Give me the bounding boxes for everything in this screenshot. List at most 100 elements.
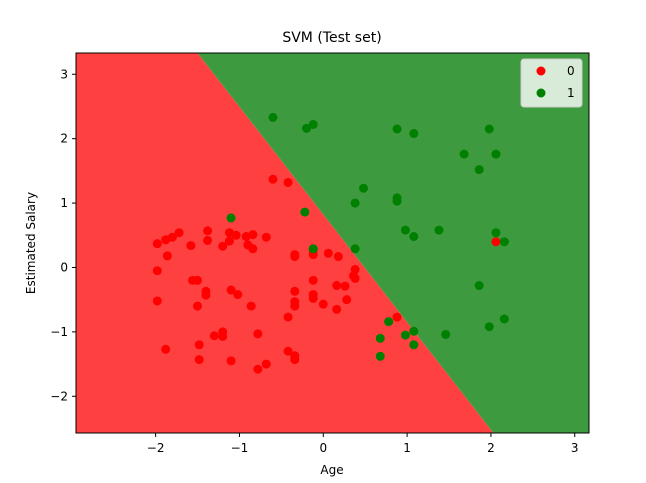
point-class-0 [283,177,293,187]
point-class-1 [350,198,360,208]
y-tick-label: 3 [60,67,68,81]
point-class-0 [162,251,172,261]
legend-box [520,58,583,108]
point-class-0 [253,329,263,339]
point-class-0 [290,250,300,260]
point-class-1 [268,112,278,122]
point-class-1 [409,340,419,350]
point-class-1 [491,149,501,159]
point-class-0 [308,293,318,303]
point-class-1 [300,207,310,217]
point-class-0 [283,346,293,356]
point-class-1 [226,213,236,223]
plot-frame [75,52,590,434]
legend-label-1: 1 [567,86,575,100]
point-class-0 [233,290,243,300]
decision-region-class-0 [76,53,494,433]
point-class-1 [491,228,501,238]
point-class-0 [209,331,219,341]
point-class-1 [474,281,484,291]
point-class-1 [499,314,509,324]
point-class-1 [392,196,402,206]
legend: 0 1 [520,58,583,108]
point-class-0 [152,296,162,306]
point-class-1 [474,165,484,175]
point-class-0 [152,266,162,276]
x-axis-label: Age [320,463,343,477]
y-tick-label: 0 [60,260,68,274]
legend-label-0: 0 [567,64,575,78]
point-class-0 [290,286,300,296]
point-class-0 [261,232,271,242]
point-class-1 [350,244,360,254]
x-tick-label: −2 [147,441,165,455]
point-class-0 [268,174,278,184]
point-class-0 [333,252,343,262]
point-class-0 [340,281,350,291]
point-class-1 [441,329,451,339]
point-class-0 [290,355,300,365]
point-class-0 [248,244,258,254]
y-axis-label: Estimated Salary [24,192,38,294]
y-tick-label: −2 [50,389,68,403]
point-class-0 [332,281,342,291]
point-class-0 [308,275,318,285]
point-class-0 [161,344,171,354]
point-class-1 [308,119,318,129]
point-class-0 [193,301,203,311]
point-class-0 [194,355,204,365]
x-axis-ticks: −2 −1 0 1 2 3 [147,433,579,455]
point-class-1 [499,237,509,247]
point-class-1 [409,129,419,139]
x-tick-label: 2 [487,441,495,455]
point-class-1 [359,183,369,193]
point-class-1 [375,333,385,343]
point-class-1 [400,225,410,235]
point-class-0 [218,241,228,251]
point-class-1 [484,322,494,332]
chart-title: SVM (Test set) [282,30,381,46]
point-class-0 [392,312,402,322]
legend-marker-1 [536,88,546,98]
decision-region-class-1 [197,53,589,433]
y-axis-ticks: −2 −1 0 1 2 3 [50,67,76,403]
point-class-0 [224,236,234,246]
point-class-1 [409,326,419,336]
point-class-0 [290,297,300,307]
y-tick-label: 1 [60,196,68,210]
x-tick-label: 0 [319,441,327,455]
y-tick-label: −1 [50,325,68,339]
point-class-1 [459,149,469,159]
point-class-0 [226,356,236,366]
point-class-0 [203,235,213,245]
point-class-0 [188,275,198,285]
point-class-0 [186,241,196,251]
point-class-0 [283,312,293,322]
point-class-0 [253,364,263,374]
data-points [152,112,509,374]
point-class-0 [203,226,213,236]
point-class-1 [302,123,312,133]
point-class-1 [375,351,385,361]
point-class-0 [226,285,236,295]
x-tick-label: 3 [571,441,579,455]
point-class-1 [484,124,494,134]
point-class-0 [152,239,162,249]
point-class-1 [308,244,318,254]
point-class-1 [400,330,410,340]
x-tick-label: −1 [231,441,249,455]
y-tick-label: 2 [60,132,68,146]
point-class-0 [231,230,241,240]
point-class-0 [342,295,352,305]
point-class-1 [384,317,394,327]
point-class-0 [261,359,271,369]
point-class-0 [194,340,204,350]
point-class-0 [491,237,501,247]
point-class-0 [218,331,228,341]
point-class-1 [409,232,419,242]
point-class-0 [332,304,342,314]
point-class-0 [248,230,258,240]
point-class-1 [392,124,402,134]
point-class-1 [434,225,444,235]
